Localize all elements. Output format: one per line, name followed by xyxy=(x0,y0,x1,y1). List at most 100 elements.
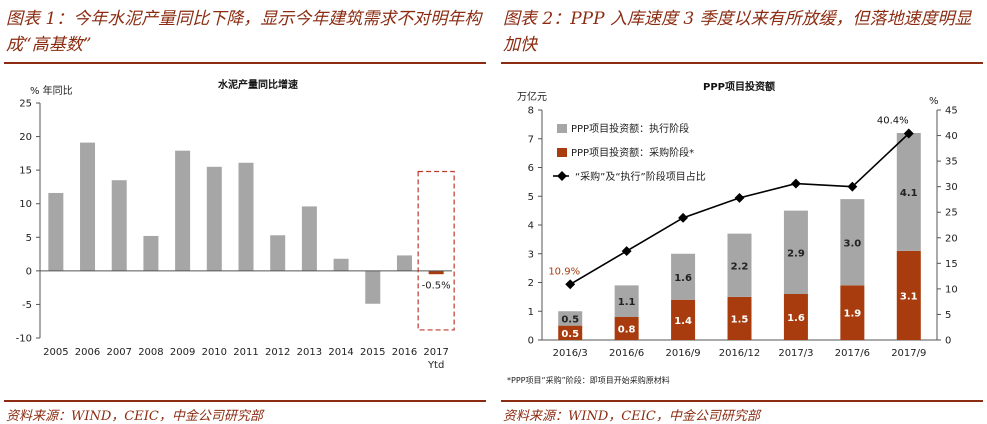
bar xyxy=(206,166,222,271)
y2-tick-label: 15 xyxy=(945,259,958,270)
y-tick-label: 8 xyxy=(528,106,534,117)
bar xyxy=(175,150,191,271)
legend-label-share: “采购”及“执行”阶段项目占比 xyxy=(575,170,706,183)
data-label-execution: 1.6 xyxy=(674,273,692,284)
bar-execution xyxy=(558,311,583,326)
y-tick-label: 1 xyxy=(528,307,534,318)
y-tick-label: 6 xyxy=(528,163,534,174)
bar-execution xyxy=(727,233,752,297)
bar xyxy=(48,192,64,271)
data-label-procurement: 1.9 xyxy=(843,309,861,320)
bar xyxy=(270,235,286,271)
share-point xyxy=(790,178,801,189)
y2-tick-label: 10 xyxy=(945,284,958,295)
share-point xyxy=(565,279,576,290)
highlight-box xyxy=(417,170,455,331)
x-tick-label: 2009 xyxy=(170,347,195,358)
chart-title: PPP项目投资额 xyxy=(703,80,775,93)
y-tick-label: 0 xyxy=(26,266,32,277)
y-tick-label: 0 xyxy=(528,336,534,347)
x-tick-label: 2011 xyxy=(233,347,258,358)
share-point xyxy=(621,246,632,257)
bar xyxy=(111,180,127,271)
x-tick-label: 2005 xyxy=(43,347,68,358)
y2-tick-label: 20 xyxy=(945,233,958,244)
x-tick-label: 2017/6 xyxy=(835,348,870,359)
bar xyxy=(301,206,317,271)
share-point xyxy=(903,128,914,139)
share-point xyxy=(678,212,689,223)
data-label-execution: 2.9 xyxy=(787,248,805,259)
x-tick-label: 2016 xyxy=(392,347,417,358)
data-label: -0.5% xyxy=(422,280,451,291)
share-point xyxy=(734,192,745,203)
x-tick-label: 2015 xyxy=(360,347,385,358)
bar-execution xyxy=(614,285,639,317)
figure-2-panel: 图表 2：PPP 入库速度 3 季度以来有所放缓，但落地速度明显加快 PPP项目… xyxy=(497,0,987,424)
bar xyxy=(428,270,444,275)
bar-procurement xyxy=(614,317,639,340)
figure-1-bottom-rule xyxy=(4,400,486,402)
data-label-procurement: 1.4 xyxy=(674,316,692,327)
x-tick-label: 2016/3 xyxy=(553,348,588,359)
data-label-execution: 1.1 xyxy=(618,297,636,308)
bar xyxy=(396,255,412,271)
figure-1-top-rule xyxy=(4,62,486,64)
data-label-procurement: 0.5 xyxy=(561,329,579,340)
x-tick-label: 2017/9 xyxy=(891,348,926,359)
line-annotation: 10.9% xyxy=(548,266,580,277)
legend-marker-share xyxy=(557,171,567,181)
bar-procurement xyxy=(840,285,865,340)
x-tick-label: 2010 xyxy=(202,347,227,358)
bar-execution xyxy=(840,199,865,286)
x-tick-label: 2016/9 xyxy=(665,348,700,359)
legend-label-procurement: PPP项目投资额：采购阶段* xyxy=(571,146,694,159)
x-tick-label: 2013 xyxy=(297,347,322,358)
x-tick-label: 2006 xyxy=(75,347,100,358)
x-tick-label: 2012 xyxy=(265,347,290,358)
y-tick-label: 15 xyxy=(19,166,32,177)
figure-1-panel: 图表 1：今年水泥产量同比下降，显示今年建筑需求不对明年构成“高基数” 水泥产量… xyxy=(0,0,490,424)
figure-1-heading: 图表 1：今年水泥产量同比下降，显示今年建筑需求不对明年构成“高基数” xyxy=(6,9,482,55)
data-label-procurement: 1.5 xyxy=(731,314,749,325)
bar-procurement xyxy=(671,299,696,340)
figure-1-source: 资料来源：WIND，CEIC，中金公司研究部 xyxy=(6,409,263,424)
chart-footnote: *PPP项目“采购”阶段：即项目开始采购原材料 xyxy=(507,375,670,385)
figure-2-source: 资料来源：WIND，CEIC，中金公司研究部 xyxy=(503,409,760,424)
y-tick-label: 2 xyxy=(528,278,534,289)
y2-tick-label: 40 xyxy=(945,131,958,142)
y-tick-label: -5 xyxy=(22,300,32,311)
y2-tick-label: 25 xyxy=(945,208,958,219)
y-tick-label: -10 xyxy=(16,334,32,345)
figure-2-heading: 图表 2：PPP 入库速度 3 季度以来有所放缓，但落地速度明显加快 xyxy=(503,9,972,55)
y2-tick-label: 5 xyxy=(945,310,951,321)
x-tick-label: 2014 xyxy=(328,347,353,358)
y2-tick-label: 35 xyxy=(945,157,958,168)
y-tick-label: 3 xyxy=(528,249,534,260)
figure-2-bottom-rule xyxy=(501,400,983,402)
data-label-execution: 2.2 xyxy=(731,261,749,272)
y2-tick-label: 0 xyxy=(945,336,951,347)
y2-tick-label: 30 xyxy=(945,182,958,193)
y2-tick-label: 45 xyxy=(945,106,958,117)
x-tick-label: 2008 xyxy=(138,347,163,358)
line-annotation: 40.4% xyxy=(877,116,909,127)
bar xyxy=(365,270,381,304)
figure-2-top-rule xyxy=(501,62,983,64)
bar xyxy=(80,142,96,271)
y-tick-label: 5 xyxy=(528,192,534,203)
legend-label-execution: PPP项目投资额：执行阶段 xyxy=(571,122,689,135)
data-label-execution: 0.5 xyxy=(561,314,579,325)
data-label-procurement: 3.1 xyxy=(900,291,918,302)
data-label-procurement: 1.6 xyxy=(787,313,805,324)
x-tick-label: 2017 Ytd xyxy=(423,347,448,371)
x-tick-label: 2016/6 xyxy=(609,348,644,359)
bar xyxy=(143,235,159,271)
bar-procurement xyxy=(558,325,583,340)
y-tick-label: 7 xyxy=(528,134,534,145)
y-tick-label: 10 xyxy=(19,199,32,210)
y2-axis-label: % xyxy=(929,96,939,107)
x-tick-label: 2007 xyxy=(107,347,132,358)
legend-swatch-procurement xyxy=(557,148,567,157)
